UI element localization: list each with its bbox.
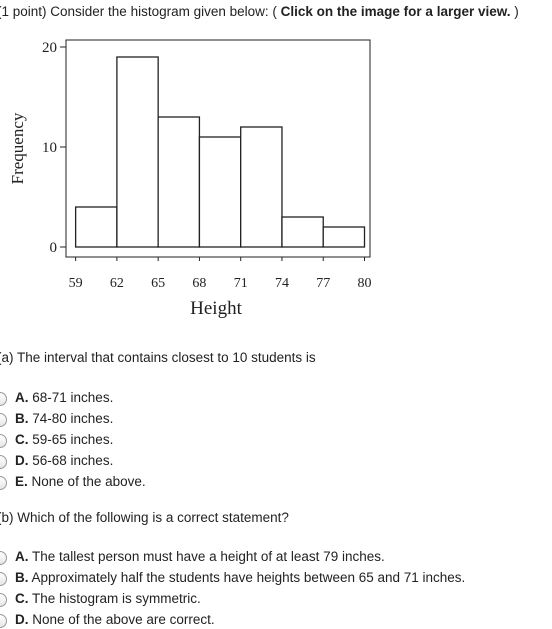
option-letter: C. xyxy=(15,432,29,447)
option[interactable]: A. The tallest person must have a height… xyxy=(15,549,385,564)
option[interactable]: C. 59-65 inches. xyxy=(15,432,113,447)
option-text: None of the above are correct. xyxy=(32,612,215,627)
radio-button[interactable] xyxy=(0,476,7,490)
option-letter: D. xyxy=(15,612,29,627)
option-letter: C. xyxy=(15,591,29,606)
option[interactable]: A. 68-71 inches. xyxy=(15,390,113,405)
y-tick-label: 0 xyxy=(50,240,58,256)
option[interactable]: D. 56-68 inches. xyxy=(15,453,113,468)
plot-frame xyxy=(65,39,371,258)
x-tick-label: 62 xyxy=(110,276,124,291)
radio-button[interactable] xyxy=(0,593,7,607)
x-tick-label: 71 xyxy=(234,276,248,291)
bar xyxy=(116,56,159,248)
option-text: The histogram is symmetric. xyxy=(32,591,201,606)
option[interactable]: E. None of the above. xyxy=(15,474,146,489)
x-tick-label: 80 xyxy=(357,276,371,291)
header: (1 point) Consider the histogram given b… xyxy=(0,4,519,19)
option[interactable]: C. The histogram is symmetric. xyxy=(15,591,201,606)
y-axis-label: Frequency xyxy=(8,112,27,184)
option-text: 56-68 inches. xyxy=(32,453,114,468)
y-tick-label: 20 xyxy=(42,40,57,56)
option-letter: A. xyxy=(15,390,29,405)
option-text: Approximately half the students have hei… xyxy=(31,570,466,585)
bar xyxy=(198,136,242,248)
radio-button[interactable] xyxy=(0,392,7,406)
x-tick-label: 59 xyxy=(69,276,83,291)
option[interactable]: B. Approximately half the students have … xyxy=(15,570,465,585)
x-tick-label: 68 xyxy=(192,276,206,291)
option-text: 59-65 inches. xyxy=(32,432,114,447)
enlarge-link[interactable]: Click on the image for a larger view. xyxy=(280,4,511,19)
option-text: None of the above. xyxy=(31,474,146,489)
bar xyxy=(157,116,201,248)
bar xyxy=(281,216,324,248)
radio-button[interactable] xyxy=(0,455,7,469)
option-text: The tallest person must have a height of… xyxy=(32,549,385,564)
option-letter: B. xyxy=(15,570,29,585)
x-axis-label: Height xyxy=(190,298,242,319)
question-prompt: (b) Which of the following is a correct … xyxy=(0,510,289,525)
radio-button[interactable] xyxy=(0,551,7,565)
y-tick-label: 10 xyxy=(42,140,57,156)
bar xyxy=(240,126,283,248)
radio-button[interactable] xyxy=(0,434,7,448)
option-text: 74-80 inches. xyxy=(32,411,114,426)
x-tick-label: 77 xyxy=(316,276,330,291)
bar xyxy=(74,206,118,248)
option-letter: D. xyxy=(15,453,29,468)
header-text: (1 point) Consider the histogram given b… xyxy=(0,4,277,19)
x-tick-label: 65 xyxy=(151,276,165,291)
option-letter: E. xyxy=(15,474,28,489)
option[interactable]: B. 74-80 inches. xyxy=(15,411,113,426)
option-letter: B. xyxy=(15,411,29,426)
question-prompt: (a) The interval that contains closest t… xyxy=(0,350,316,365)
option-letter: A. xyxy=(15,549,29,564)
radio-button[interactable] xyxy=(0,572,7,586)
radio-button[interactable] xyxy=(0,614,7,628)
radio-button[interactable] xyxy=(0,413,7,427)
x-tick-label: 74 xyxy=(275,276,289,291)
header-text: ) xyxy=(514,4,519,19)
option-text: 68-71 inches. xyxy=(32,390,114,405)
option[interactable]: D. None of the above are correct. xyxy=(15,612,215,627)
bar xyxy=(322,226,366,248)
histogram[interactable]: 0 10 20 59 62 65 68 71 74 77 80 Height Frequency xyxy=(0,35,398,333)
